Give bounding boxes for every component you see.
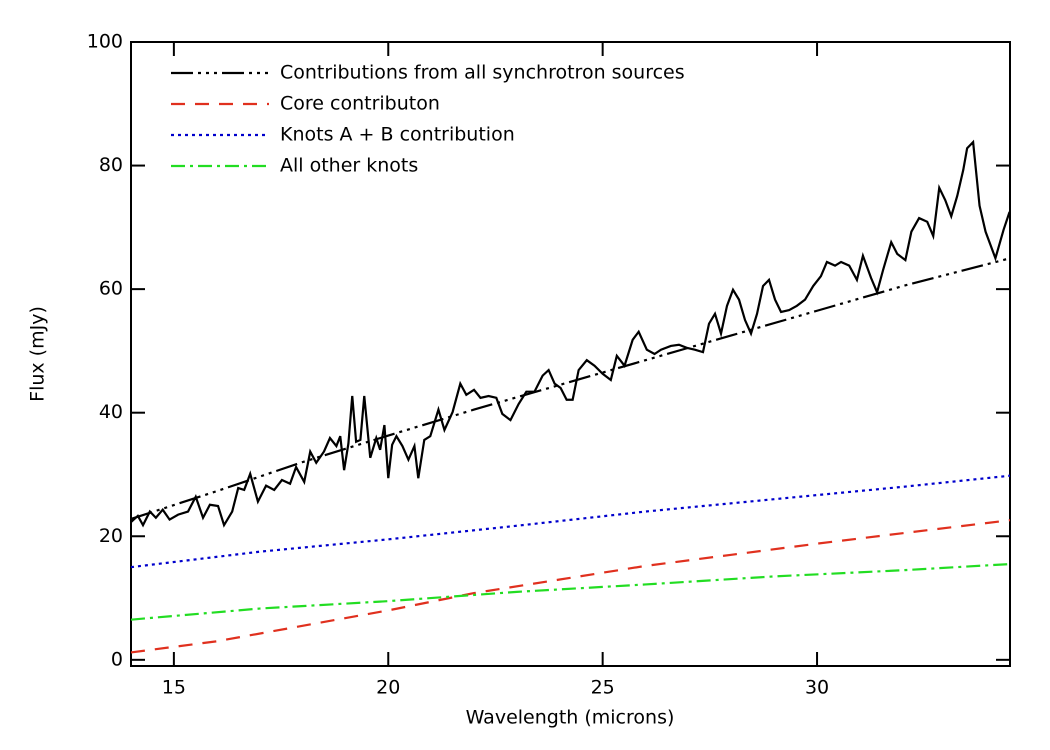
y-tick-label: 60 (99, 278, 123, 300)
x-axis-label: Wavelength (microns) (466, 707, 675, 729)
plot-frame (130, 41, 1011, 667)
legend-label: Core contributon (280, 93, 440, 115)
series-line (130, 474, 1011, 569)
legend-label: Knots A + B contribution (280, 124, 515, 146)
y-tick-label: 100 (87, 31, 123, 53)
x-tick-label: 20 (376, 677, 400, 699)
series-line (130, 562, 1011, 621)
series-line (130, 257, 1011, 521)
legend-label: Contributions from all synchrotron sourc… (280, 62, 685, 84)
y-tick-label: 40 (99, 401, 123, 423)
x-tick-label: 30 (805, 677, 829, 699)
legend-label: All other knots (280, 155, 418, 177)
x-tick-label: 25 (591, 677, 615, 699)
y-tick-label: 80 (99, 154, 123, 176)
y-axis-label: Flux (mJy) (27, 306, 49, 402)
y-tick-label: 20 (99, 525, 123, 547)
series-line (130, 139, 1011, 528)
y-tick-label: 0 (111, 648, 123, 670)
series-line (130, 519, 1011, 654)
x-tick-label: 15 (162, 677, 186, 699)
